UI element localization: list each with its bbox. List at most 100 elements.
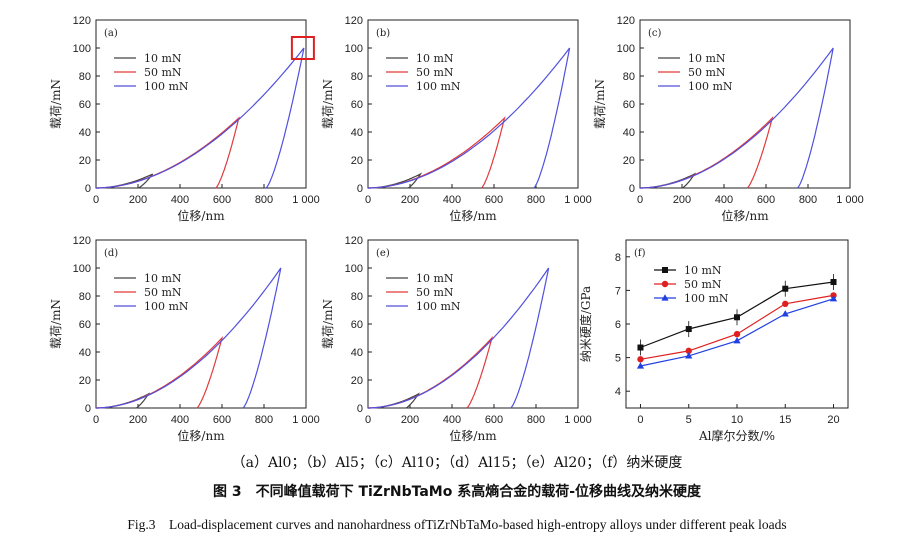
data-point	[661, 280, 669, 288]
x-tick-label: 0	[637, 194, 643, 206]
legend-label: 10 mN	[688, 52, 726, 65]
x-tick-label: 600	[213, 414, 231, 426]
y-tick-label: 6	[615, 319, 621, 331]
data-point	[830, 279, 837, 285]
plot-frame	[639, 19, 851, 189]
y-tick-label: 20	[79, 155, 91, 167]
x-tick-label: 800	[799, 194, 817, 206]
y-tick-label: 20	[623, 155, 635, 167]
x-tick-label: 200	[401, 194, 419, 206]
curve-10mn	[368, 172, 423, 189]
legend-label: 50 mN	[144, 286, 182, 299]
y-axis-label: 载荷/mN	[593, 79, 607, 129]
y-axis-label: 载荷/mN	[49, 79, 63, 129]
y-tick-label: 0	[357, 183, 363, 195]
data-point	[781, 310, 789, 317]
y-tick-label: 100	[73, 263, 91, 275]
y-tick-label: 40	[351, 127, 363, 139]
y-tick-label: 0	[629, 183, 635, 195]
legend-label: 100 mN	[144, 80, 189, 93]
y-tick-label: 100	[73, 43, 91, 55]
x-tick-label: 0	[93, 194, 99, 206]
panel-label: (f)	[634, 248, 646, 259]
data-point	[829, 295, 838, 302]
data-point	[685, 347, 692, 355]
panel-d: 0 200 400 600 800 1 000 0 20 40 60 80 100 120 位移/nm 载荷…	[49, 235, 320, 443]
x-tick-label: 400	[171, 194, 189, 206]
x-axis-label: 位移/nm	[449, 428, 497, 443]
curve-10mn	[96, 173, 154, 189]
x-tick-label: 400	[443, 414, 461, 426]
curve-100mn	[95, 47, 305, 189]
x-tick-label: 0	[93, 414, 99, 426]
y-tick-label: 40	[351, 347, 363, 359]
data-point	[685, 352, 693, 359]
x-tick-label: 5	[686, 414, 692, 426]
y-axis-label: 载荷/mN	[321, 299, 335, 349]
x-tick-label: 1 000	[564, 194, 592, 206]
y-tick-label: 60	[351, 319, 363, 331]
highlight-box	[290, 36, 315, 60]
x-tick-label: 200	[673, 194, 691, 206]
x-axis-label: 位移/nm	[449, 208, 497, 223]
panel-f: 0 5 10 15 20 4 5 6 7 8 Al摩尔分数/% 纳米硬度/GPa (f) 10 mN50 …	[578, 239, 849, 443]
x-tick-label: 800	[255, 414, 273, 426]
data-point	[661, 294, 669, 301]
legend-label: 10 mN	[684, 264, 722, 277]
x-tick-label: 400	[715, 194, 733, 206]
data-point	[662, 267, 668, 273]
y-tick-label: 5	[615, 353, 621, 365]
plot-frame	[367, 19, 579, 189]
panel-label: (c)	[648, 28, 662, 39]
legend-label: 100 mN	[416, 80, 461, 93]
panel-e: 0 200 400 600 800 1 000 0 20 40 60 80 100 120 位移/nm 载荷…	[321, 235, 592, 443]
data-point	[636, 362, 645, 369]
legend-label: 10 mN	[144, 272, 182, 285]
data-point	[782, 300, 789, 308]
y-tick-label: 120	[345, 15, 363, 27]
plot-frame	[95, 239, 307, 409]
data-point	[734, 314, 740, 321]
curve-50mn	[367, 335, 494, 409]
curve-10mn	[368, 392, 421, 409]
legend-label: 10 mN	[416, 272, 454, 285]
data-point	[637, 344, 644, 351]
data-point	[782, 285, 789, 292]
y-tick-label: 100	[345, 263, 363, 275]
curve-50mn	[95, 335, 224, 409]
legend-label: 50 mN	[416, 286, 454, 299]
y-tick-label: 80	[623, 71, 635, 83]
y-tick-label: 120	[73, 235, 91, 247]
y-tick-label: 60	[79, 99, 91, 111]
x-axis-label: 位移/nm	[177, 208, 225, 223]
curve-100mn	[639, 47, 834, 189]
hardness-line-50mn	[640, 294, 834, 360]
x-tick-label: 10	[731, 414, 743, 426]
x-tick-label: 1 000	[292, 194, 320, 206]
y-tick-label: 80	[351, 71, 363, 83]
legend-label: 50 mN	[416, 66, 454, 79]
legend-label: 100 mN	[684, 292, 729, 305]
legend-label: 100 mN	[416, 300, 461, 313]
y-tick-label: 20	[351, 155, 363, 167]
legend-label: 100 mN	[144, 300, 189, 313]
x-tick-label: 400	[443, 194, 461, 206]
curve-100mn	[95, 267, 282, 409]
x-tick-label: 1 000	[292, 414, 320, 426]
y-tick-label: 100	[617, 43, 635, 55]
y-tick-label: 60	[79, 319, 91, 331]
data-point	[733, 337, 741, 344]
panel-a: 0 200 400 600 800 1 000 0 20 40 60 80 100 120 位移/nm 载荷…	[49, 15, 320, 223]
y-tick-label: 60	[351, 99, 363, 111]
y-tick-label: 0	[357, 403, 363, 415]
curve-100mn	[367, 47, 571, 189]
x-tick-label: 200	[129, 194, 147, 206]
x-tick-label: 0	[365, 194, 371, 206]
x-tick-label: 1 000	[836, 194, 864, 206]
legend-label: 50 mN	[144, 66, 182, 79]
x-tick-label: 800	[255, 194, 273, 206]
data-point	[733, 330, 741, 338]
x-tick-label: 15	[779, 414, 791, 426]
curve-10mn	[96, 392, 151, 409]
legend-label: 10 mN	[144, 52, 182, 65]
